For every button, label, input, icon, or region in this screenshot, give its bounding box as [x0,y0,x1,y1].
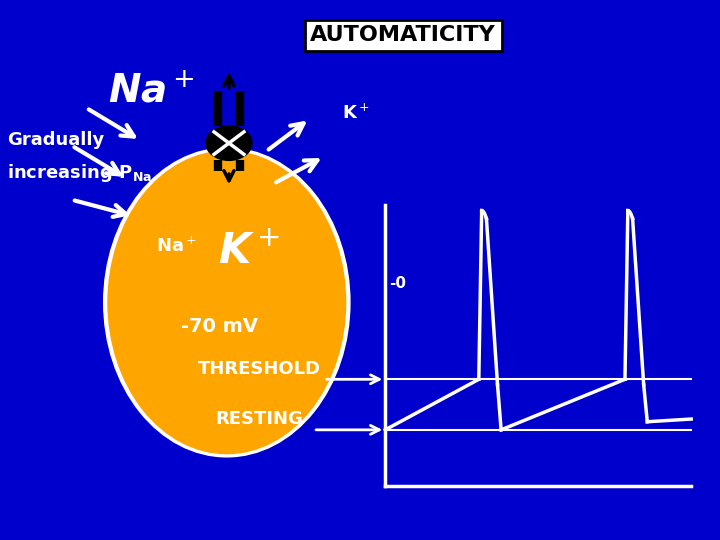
Text: RESTING: RESTING [215,410,303,428]
Text: Na$^+$: Na$^+$ [156,236,197,255]
Ellipse shape [108,151,346,454]
Text: increasing P$_{\mathregular{Na}}$: increasing P$_{\mathregular{Na}}$ [7,162,153,184]
Text: K$^+$: K$^+$ [217,230,279,272]
Text: AUTOMATICITY: AUTOMATICITY [310,25,496,45]
Text: THRESHOLD: THRESHOLD [198,360,320,377]
Ellipse shape [104,148,350,457]
Text: -70 mV: -70 mV [181,317,258,336]
Text: Na$^+$: Na$^+$ [108,73,194,111]
Text: -0: -0 [389,276,406,291]
Text: K$^+$: K$^+$ [342,104,370,123]
Circle shape [206,126,252,160]
Text: Gradually: Gradually [7,131,104,150]
